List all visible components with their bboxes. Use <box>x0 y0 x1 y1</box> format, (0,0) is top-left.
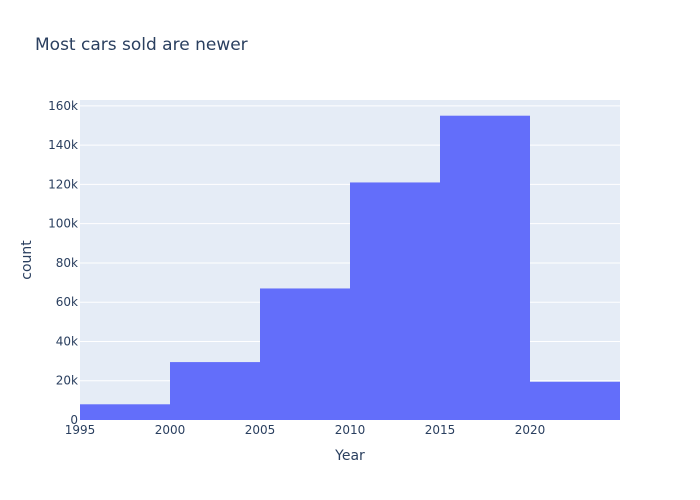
bar-1995 <box>80 404 170 420</box>
y-tick-label: 100k <box>48 217 78 231</box>
y-tick-label: 40k <box>56 334 78 348</box>
x-axis-title: Year <box>334 448 365 464</box>
x-tick-label: 1995 <box>65 423 96 437</box>
y-tick-label: 160k <box>48 99 78 113</box>
x-axis-ticks: 1995 2000 2005 2010 2015 2020 <box>65 423 546 437</box>
x-tick-label: 2020 <box>515 423 546 437</box>
y-tick-label: 80k <box>56 256 78 270</box>
y-tick-label: 60k <box>56 295 78 309</box>
bar-2005 <box>260 288 350 420</box>
y-tick-label: 0 <box>70 413 78 427</box>
bar-2010 <box>350 182 440 420</box>
y-tick-label: 140k <box>48 138 78 152</box>
y-axis-ticks: 0 20k 40k 60k 80k 100k 120k 140k 160k <box>48 99 78 427</box>
y-axis-title: count <box>19 240 35 280</box>
x-tick-label: 2015 <box>425 423 456 437</box>
y-tick-label: 120k <box>48 177 78 191</box>
chart-title: Most cars sold are newer <box>35 35 248 55</box>
bar-2020 <box>530 381 620 420</box>
x-tick-label: 2005 <box>245 423 276 437</box>
y-tick-label: 20k <box>56 374 78 388</box>
bars <box>80 115 620 421</box>
bar-2015 <box>440 115 530 421</box>
x-tick-label: 2000 <box>155 423 186 437</box>
bar-2000 <box>170 362 260 420</box>
x-tick-label: 2010 <box>335 423 366 437</box>
